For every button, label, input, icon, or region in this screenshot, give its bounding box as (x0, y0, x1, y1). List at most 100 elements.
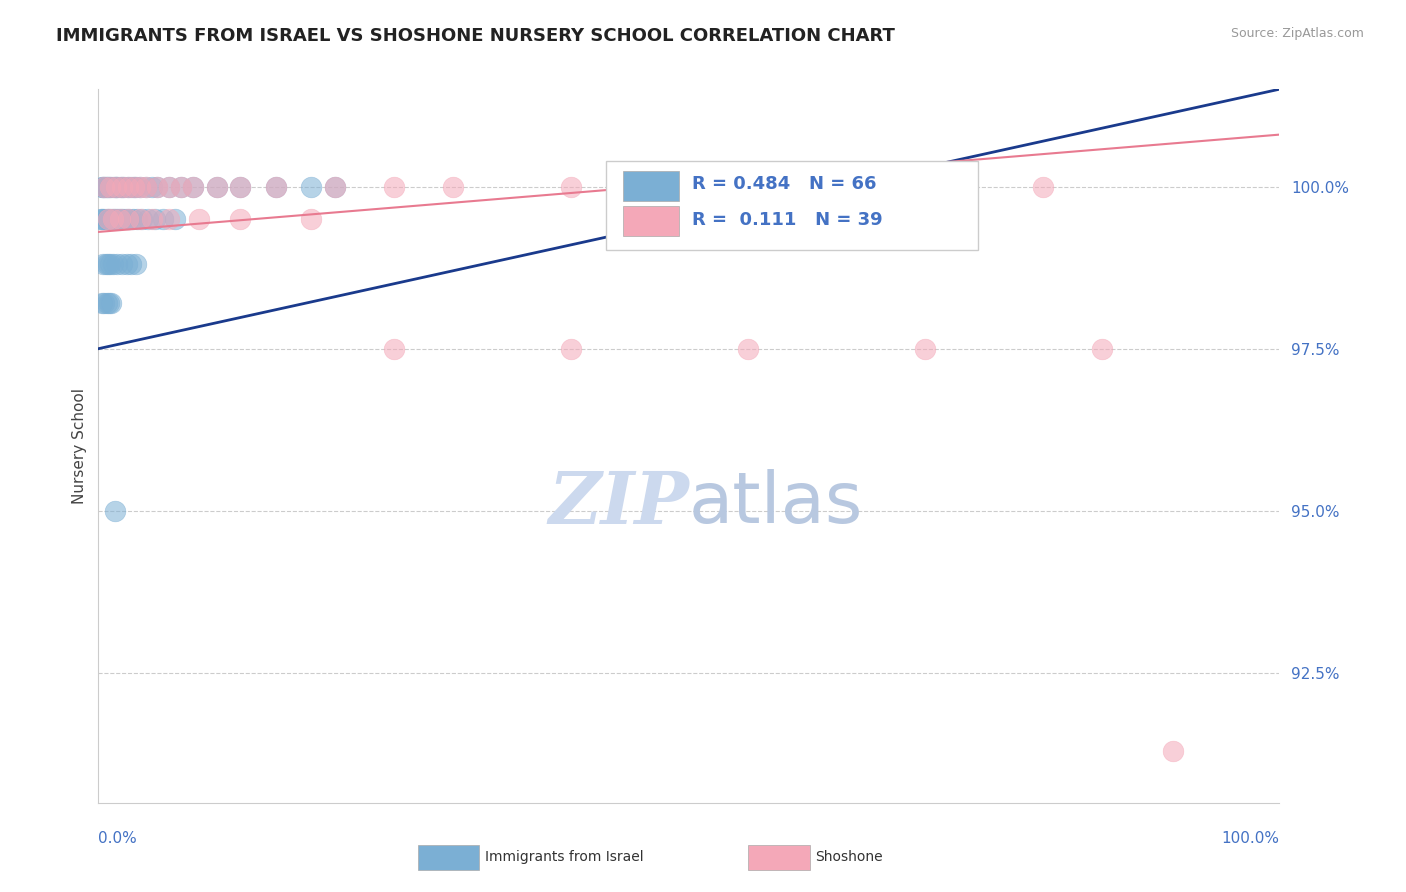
Point (143, 211, 166, 226)
Point (115, 257, 138, 271)
Point (157, 179, 180, 194)
Point (93, 179, 115, 194)
Text: IMMIGRANTS FROM ISRAEL VS SHOSHONE NURSERY SCHOOL CORRELATION CHART: IMMIGRANTS FROM ISRAEL VS SHOSHONE NURSE… (56, 27, 896, 45)
Point (101, 257, 124, 271)
Point (100, 296, 122, 310)
Point (229, 211, 252, 226)
Point (97, 257, 120, 271)
Point (131, 211, 153, 226)
Point (98, 211, 121, 226)
Point (264, 179, 287, 194)
Point (105, 211, 128, 226)
Point (1161, 744, 1184, 758)
Point (108, 179, 131, 194)
Point (187, 211, 209, 226)
Point (121, 257, 143, 271)
Point (157, 211, 180, 226)
Point (96, 296, 118, 310)
Text: R = 0.484   N = 66: R = 0.484 N = 66 (693, 175, 877, 193)
Point (98, 179, 121, 194)
Point (110, 211, 132, 226)
Point (111, 179, 134, 194)
Point (170, 179, 193, 194)
Point (117, 211, 139, 226)
Point (111, 179, 134, 194)
Point (105, 179, 128, 194)
Text: ZIP: ZIP (548, 467, 689, 539)
Point (107, 211, 129, 226)
Text: Immigrants from Israel: Immigrants from Israel (485, 850, 644, 864)
Point (205, 179, 228, 194)
Point (100, 211, 122, 226)
Point (105, 179, 128, 194)
Point (91, 211, 114, 226)
Point (117, 179, 139, 194)
Point (323, 179, 346, 194)
Point (125, 257, 148, 271)
Point (135, 179, 157, 194)
Point (1091, 342, 1114, 356)
Point (181, 179, 204, 194)
Point (136, 211, 159, 226)
Text: 100.0%: 100.0% (1222, 831, 1279, 847)
Point (264, 179, 287, 194)
FancyBboxPatch shape (623, 206, 679, 236)
Point (93, 211, 115, 226)
Point (108, 211, 131, 226)
Point (205, 179, 228, 194)
Point (98, 296, 121, 310)
Point (96, 211, 118, 226)
Point (101, 179, 124, 194)
Point (146, 179, 169, 194)
Point (121, 179, 143, 194)
Point (121, 211, 143, 226)
Point (105, 257, 128, 271)
Point (94, 257, 117, 271)
Point (127, 211, 149, 226)
Point (104, 179, 127, 194)
Point (98, 179, 121, 194)
Y-axis label: Nursery School: Nursery School (72, 388, 87, 504)
Point (117, 179, 139, 194)
Text: R =  0.111   N = 39: R = 0.111 N = 39 (693, 211, 883, 228)
Point (141, 211, 163, 226)
Point (122, 179, 145, 194)
Point (112, 211, 135, 226)
Point (98, 257, 121, 271)
Point (229, 179, 252, 194)
Point (114, 211, 136, 226)
Point (96, 179, 118, 194)
Point (796, 179, 818, 194)
Point (382, 342, 405, 356)
Point (128, 179, 150, 194)
Point (914, 342, 936, 356)
Point (94, 179, 117, 194)
Point (382, 179, 405, 194)
Point (560, 342, 582, 356)
Point (105, 179, 128, 194)
Point (122, 179, 145, 194)
Point (118, 211, 141, 226)
FancyBboxPatch shape (623, 170, 679, 201)
Point (90, 211, 112, 226)
Point (141, 179, 163, 194)
Point (101, 211, 124, 226)
Point (128, 179, 150, 194)
Point (157, 179, 180, 194)
Point (104, 504, 127, 518)
Point (914, 179, 936, 194)
Point (181, 179, 204, 194)
Text: Source: ZipAtlas.com: Source: ZipAtlas.com (1230, 27, 1364, 40)
Point (112, 179, 135, 194)
Point (135, 179, 157, 194)
Point (128, 211, 150, 226)
Point (229, 179, 252, 194)
Text: Shoshone: Shoshone (815, 850, 883, 864)
Point (299, 179, 322, 194)
Point (165, 211, 187, 226)
Point (93, 296, 115, 310)
Point (560, 179, 582, 194)
Text: atlas: atlas (689, 468, 863, 538)
Point (91, 179, 114, 194)
Point (323, 179, 346, 194)
